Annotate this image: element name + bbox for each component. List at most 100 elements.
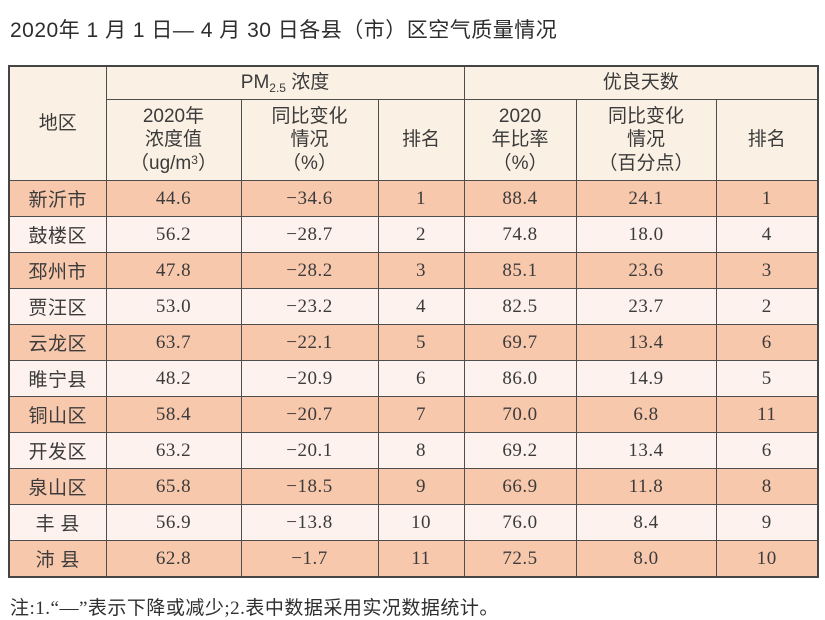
- pm-value-cell: 62.8: [105, 540, 242, 578]
- footnote: 注:1.“—”表示下降或减少;2.表中数据采用实况数据统计。: [10, 598, 499, 619]
- ratio-rank-cell: 6: [715, 432, 819, 469]
- ratio-rank-column-header: 排名: [715, 99, 819, 181]
- region-cell: 铜山区: [8, 396, 107, 433]
- ratio-change-cell: 6.8: [575, 396, 717, 433]
- pm-value-cell: 63.2: [105, 432, 242, 469]
- pm-unit-suffix: ）: [197, 152, 217, 174]
- ratio-change-column-header: 同比变化 情况 （百分点）: [575, 99, 717, 181]
- ratio-change-cell: 18.0: [575, 216, 717, 253]
- table-row: 贾汪区 53.0 −23.2 4 82.5 23.7 2: [8, 288, 819, 325]
- ratio-cell: 69.2: [463, 432, 577, 469]
- pm-value-line2: 浓度值: [144, 129, 202, 151]
- good-days-group-header: 优良天数: [463, 65, 819, 100]
- ratio-cell: 86.0: [463, 360, 577, 397]
- pm-rank-cell: 9: [377, 468, 465, 505]
- pm-change-cell: −34.6: [240, 180, 379, 217]
- region-cell: 鼓楼区: [8, 216, 107, 253]
- ratio-cell: 70.0: [463, 396, 577, 433]
- ratio-rank-cell: 2: [715, 288, 819, 325]
- ratio-change-cell: 8.4: [575, 504, 717, 541]
- pm-value-line1: 2020年: [142, 106, 205, 128]
- pm-rank-cell: 3: [377, 252, 465, 289]
- pm-rank-cell: 10: [377, 504, 465, 541]
- pm-change-cell: −28.7: [240, 216, 379, 253]
- table-row: 开发区 63.2 −20.1 8 69.2 13.4 6: [8, 432, 819, 469]
- pm-change-cell: −28.2: [240, 252, 379, 289]
- pm25-label-subscript: 2.5: [269, 80, 286, 95]
- region-cell: 邳州市: [8, 252, 107, 289]
- table-row: 云龙区 63.7 −22.1 5 69.7 13.4 6: [8, 324, 819, 361]
- ratio-cell: 82.5: [463, 288, 577, 325]
- pm-change-cell: −18.5: [240, 468, 379, 505]
- table-row: 沛 县 62.8 −1.7 11 72.5 8.0 10: [8, 540, 819, 578]
- region-cell: 丰 县: [8, 504, 107, 541]
- ratio-cell: 66.9: [463, 468, 577, 505]
- ratio-change-cell: 14.9: [575, 360, 717, 397]
- header-group-row: 地区 PM2.5 浓度 优良天数: [8, 65, 819, 181]
- pm-change-cell: −1.7: [240, 540, 379, 578]
- ratio-change-cell: 23.7: [575, 288, 717, 325]
- pm-change-cell: −13.8: [240, 504, 379, 541]
- table-row: 丰 县 56.9 −13.8 10 76.0 8.4 9: [8, 504, 819, 541]
- pm-rank-cell: 1: [377, 180, 465, 217]
- ratio-rank-cell: 3: [715, 252, 819, 289]
- header-sub-row: 2020年 浓度值 （ug/m3） 同比变化 情况 （%） 排名 2020 年比率 …: [9, 99, 819, 181]
- ratio-cell: 88.4: [463, 180, 577, 217]
- ratio-change-cell: 23.6: [575, 252, 717, 289]
- ratio-rank-cell: 11: [715, 396, 819, 433]
- ratio-rank-cell: 6: [715, 324, 819, 361]
- pm-change-cell: −20.1: [240, 432, 379, 469]
- ratio-rank-cell: 1: [715, 180, 819, 217]
- pm-rank-cell: 8: [377, 432, 465, 469]
- pm-rank-cell: 11: [377, 540, 465, 578]
- pm-change-cell: −20.7: [240, 396, 379, 433]
- ratio-cell: 85.1: [463, 252, 577, 289]
- air-quality-table: 地区 PM2.5 浓度 优良天数 2020年 浓度值 （ug/m3） 同比变化 情况…: [8, 65, 820, 578]
- ratio-rank-cell: 10: [715, 540, 819, 578]
- pm-value-cell: 58.4: [105, 396, 242, 433]
- region-cell: 沛 县: [8, 540, 107, 578]
- table-row: 新沂市 44.6 −34.6 1 88.4 24.1 1: [8, 180, 819, 217]
- pm-rank-cell: 6: [377, 360, 465, 397]
- region-cell: 贾汪区: [8, 288, 107, 325]
- ratio-cell: 69.7: [463, 324, 577, 361]
- ratio-rank-cell: 9: [715, 504, 819, 541]
- ratio-change-cell: 13.4: [575, 324, 717, 361]
- pm-value-cell: 65.8: [105, 468, 242, 505]
- pm-value-cell: 44.6: [105, 180, 242, 217]
- ratio-cell: 76.0: [463, 504, 577, 541]
- pm25-label-suffix: 浓度: [285, 71, 330, 93]
- ratio-rank-cell: 4: [715, 216, 819, 253]
- region-cell: 新沂市: [8, 180, 107, 217]
- table-row: 泉山区 65.8 −18.5 9 66.9 11.8 8: [8, 468, 819, 505]
- pm-value-column-header: 2020年 浓度值 （ug/m3）: [105, 99, 242, 181]
- table-header: 地区 PM2.5 浓度 优良天数 2020年 浓度值 （ug/m3） 同比变化 情况…: [8, 65, 819, 181]
- table-row: 邳州市 47.8 −28.2 3 85.1 23.6 3: [8, 252, 819, 289]
- region-cell: 云龙区: [8, 324, 107, 361]
- ratio-rank-cell: 8: [715, 468, 819, 505]
- region-cell: 泉山区: [8, 468, 107, 505]
- table-row: 鼓楼区 56.2 −28.7 2 74.8 18.0 4: [8, 216, 819, 253]
- region-cell: 开发区: [8, 432, 107, 469]
- table-body: 新沂市 44.6 −34.6 1 88.4 24.1 1 鼓楼区 56.2 −28.7 2 74.8 1…: [8, 180, 819, 578]
- pm-change-cell: −22.1: [240, 324, 379, 361]
- page-title: 2020年 1 月 1 日— 4 月 30 日各县（市）区空气质量情况: [10, 19, 558, 42]
- region-cell: 睢宁县: [8, 360, 107, 397]
- table-row: 铜山区 58.4 −20.7 7 70.0 6.8 11: [8, 396, 819, 433]
- pm-change-column-header: 同比变化 情况 （%）: [240, 99, 379, 181]
- pm-value-cell: 53.0: [105, 288, 242, 325]
- pm-rank-column-header: 排名: [377, 99, 465, 181]
- pm25-group-header: PM2.5 浓度: [105, 65, 465, 100]
- pm-rank-cell: 2: [377, 216, 465, 253]
- pm25-label-prefix: PM: [240, 71, 270, 93]
- pm-value-cell: 47.8: [105, 252, 242, 289]
- pm-unit-superscript: 3: [191, 152, 198, 167]
- ratio-change-cell: 11.8: [575, 468, 717, 505]
- pm-value-cell: 56.9: [105, 504, 242, 541]
- ratio-change-cell: 24.1: [575, 180, 717, 217]
- region-column-header: 地区: [8, 65, 107, 181]
- table-row: 睢宁县 48.2 −20.9 6 86.0 14.9 5: [8, 360, 819, 397]
- ratio-change-cell: 8.0: [575, 540, 717, 578]
- pm-change-cell: −23.2: [240, 288, 379, 325]
